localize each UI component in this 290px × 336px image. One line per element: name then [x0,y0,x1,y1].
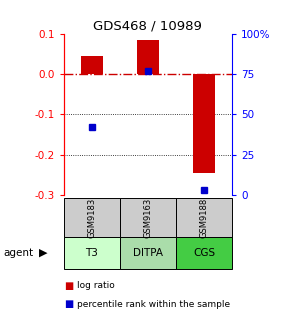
Text: CGS: CGS [193,248,215,258]
Bar [137,40,159,74]
Text: GSM9183: GSM9183 [87,198,96,238]
Bar [81,56,103,74]
Text: log ratio: log ratio [77,281,115,290]
Text: DITPA: DITPA [133,248,163,258]
Text: agent: agent [3,248,33,258]
Text: ▶: ▶ [39,248,48,258]
Title: GDS468 / 10989: GDS468 / 10989 [93,19,202,33]
Text: ■: ■ [64,299,73,309]
Text: T3: T3 [85,248,98,258]
Text: ■: ■ [64,281,73,291]
Text: percentile rank within the sample: percentile rank within the sample [77,300,230,308]
Text: GSM9163: GSM9163 [143,198,153,238]
Bar [193,74,215,173]
Text: GSM9188: GSM9188 [200,198,209,238]
